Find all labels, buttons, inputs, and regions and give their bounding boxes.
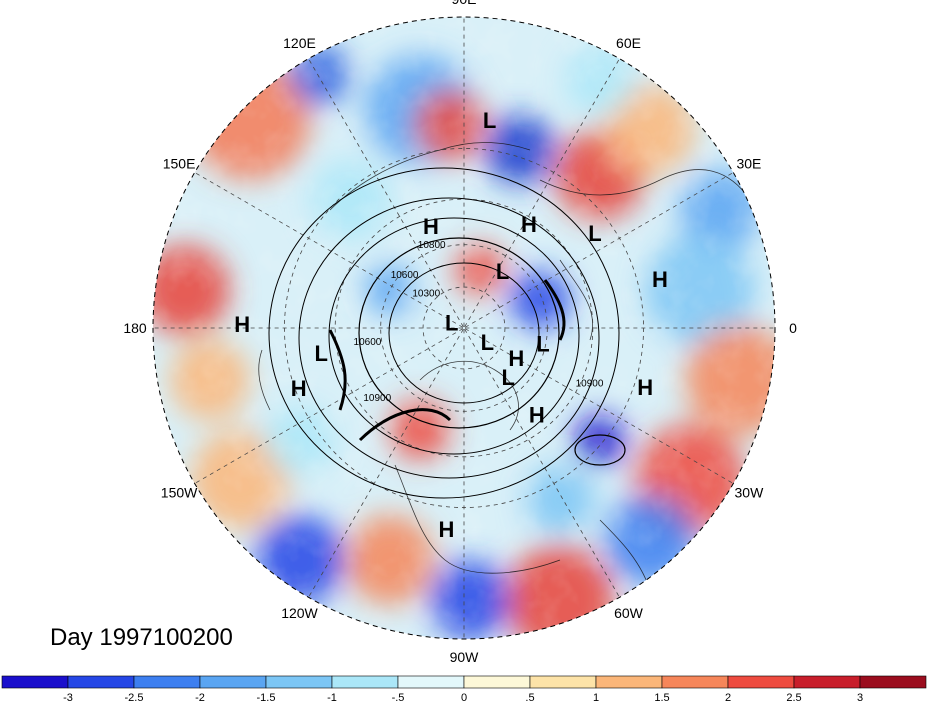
contour-label: 10900 xyxy=(576,379,604,390)
longitude-label: 30E xyxy=(736,156,761,172)
contour-label: 10800 xyxy=(418,240,446,251)
colorbar-tick-label: .5 xyxy=(525,692,534,702)
low-pressure-marker: L xyxy=(314,341,327,366)
contour-label: 10300 xyxy=(412,288,440,299)
colorbar-swatch xyxy=(595,675,663,689)
high-pressure-marker: H xyxy=(521,212,537,237)
high-pressure-marker: H xyxy=(423,214,439,239)
high-pressure-marker: H xyxy=(637,375,653,400)
high-pressure-marker: H xyxy=(291,376,307,401)
colorbar-swatch xyxy=(793,675,861,689)
high-pressure-marker: H xyxy=(234,312,250,337)
longitude-label: 120E xyxy=(283,35,316,51)
longitude-label: 30W xyxy=(735,485,765,501)
colorbar-swatch xyxy=(529,675,597,689)
longitude-label: 120W xyxy=(281,605,318,621)
colorbar-swatch xyxy=(331,675,399,689)
low-pressure-marker: L xyxy=(445,310,458,335)
longitude-label: 150W xyxy=(161,485,198,501)
colorbar-tick-label: -2 xyxy=(195,692,205,702)
map-title: Day 1997100200 xyxy=(50,624,233,651)
longitude-label: 60E xyxy=(616,35,641,51)
longitude-label: 60W xyxy=(614,605,644,621)
longitude-labels: 90E 60E 30E 0 30W 60W 90W 120W 150W 180 150E 120E xyxy=(123,0,797,665)
longitude-label: 150E xyxy=(163,156,196,172)
colorbar-tick-label: 3 xyxy=(857,692,863,702)
colorbar-swatch xyxy=(859,675,927,689)
contour-labels: 10800 10600 10300 10600 10900 10900 xyxy=(354,240,604,404)
longitude-label: 0 xyxy=(789,320,797,336)
colorbar-swatch xyxy=(397,675,465,689)
high-pressure-marker: H xyxy=(508,346,524,371)
colorbar-tick-label: 2.5 xyxy=(786,692,801,702)
colorbar-swatch xyxy=(133,675,201,689)
low-pressure-marker: L xyxy=(536,331,549,356)
colorbar-swatch xyxy=(265,675,333,689)
contour-label: 10900 xyxy=(363,393,391,404)
colorbar-tick-label: -1.5 xyxy=(257,692,276,702)
low-pressure-marker: L xyxy=(496,259,509,284)
high-pressure-marker: H xyxy=(652,267,668,292)
low-pressure-marker: L xyxy=(483,108,496,133)
colorbar: -3 -2.5 -2 -1.5 -1 -.5 0 .5 1 1.5 2 2.5 3 xyxy=(1,675,927,702)
longitude-label: 90E xyxy=(452,0,477,7)
height-contours xyxy=(268,167,626,499)
colorbar-swatch xyxy=(463,675,531,689)
longitude-label: 180 xyxy=(123,320,147,336)
colorbar-tick-label: 0 xyxy=(461,692,467,702)
colorbar-swatch xyxy=(661,675,729,689)
contour-label: 10600 xyxy=(391,270,419,281)
colorbar-swatch xyxy=(67,675,135,689)
colorbar-swatch xyxy=(727,675,795,689)
low-pressure-marker: L xyxy=(588,221,601,246)
colorbar-tick-label: 1.5 xyxy=(654,692,669,702)
map-boundary xyxy=(152,16,776,640)
high-pressure-marker: H xyxy=(438,517,454,542)
colorbar-tick-label: -.5 xyxy=(392,692,405,702)
low-pressure-marker: L xyxy=(502,365,515,390)
colorbar-tick-label: -2.5 xyxy=(125,692,144,702)
colorbar-tick-label: -1 xyxy=(327,692,337,702)
colorbar-tick-label: 1 xyxy=(593,692,599,702)
colorbar-swatch xyxy=(1,675,69,689)
colorbar-tick-label: 2 xyxy=(725,692,731,702)
graticule xyxy=(153,17,775,639)
longitude-label: 90W xyxy=(450,649,480,665)
high-pressure-marker: H xyxy=(529,403,545,428)
colorbar-tick-label: -3 xyxy=(63,692,73,702)
colorbar-swatch xyxy=(199,675,267,689)
contour-label: 10600 xyxy=(354,337,382,348)
low-pressure-marker: L xyxy=(481,330,494,355)
